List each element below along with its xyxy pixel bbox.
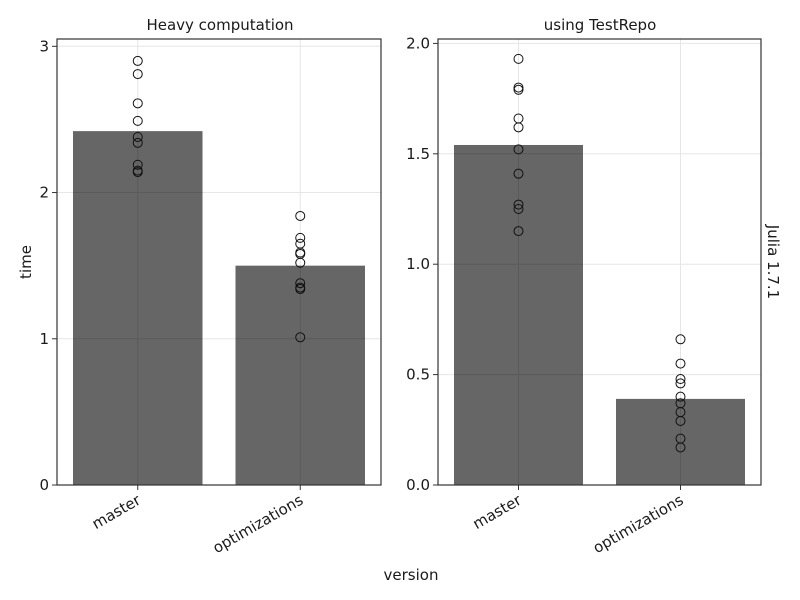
y-tick-label: 1.5 bbox=[406, 145, 430, 163]
panel-using-testrepo: using TestRepo 0.0 0.5 1.0 1.5 2.0 master opt… bbox=[406, 16, 762, 557]
y-tick-label: 3 bbox=[39, 37, 49, 55]
data-point bbox=[132, 115, 143, 126]
data-point bbox=[513, 168, 524, 179]
data-point bbox=[675, 374, 686, 385]
data-point bbox=[675, 391, 686, 402]
data-point bbox=[295, 284, 306, 295]
data-point bbox=[132, 137, 143, 148]
facet-label: Julia 1.7.1 bbox=[764, 224, 782, 299]
data-point bbox=[513, 226, 524, 237]
y-axis-label: time bbox=[17, 245, 35, 279]
x-ticks: master optimizations bbox=[89, 485, 306, 557]
data-point bbox=[513, 199, 524, 210]
data-point bbox=[513, 122, 524, 133]
data-point bbox=[132, 167, 143, 178]
data-point bbox=[513, 84, 524, 95]
data-point bbox=[513, 53, 524, 64]
data-point bbox=[675, 378, 686, 389]
data-point bbox=[675, 415, 686, 426]
data-points bbox=[513, 53, 686, 453]
data-point bbox=[295, 332, 306, 343]
panel-heavy-computation: Heavy computation 0 1 2 3 master optimizatio… bbox=[39, 16, 382, 557]
data-point bbox=[132, 98, 143, 109]
plot-frame bbox=[437, 38, 762, 486]
data-point bbox=[295, 210, 306, 221]
data-point bbox=[675, 442, 686, 453]
y-tick-label: 0 bbox=[39, 476, 49, 494]
bars bbox=[454, 144, 745, 485]
y-tick-label: 1.0 bbox=[406, 255, 430, 273]
data-point bbox=[295, 278, 306, 289]
data-point bbox=[675, 358, 686, 369]
plot-frame bbox=[56, 38, 382, 486]
data-point bbox=[295, 257, 306, 268]
x-tick-label: optimizations bbox=[590, 491, 687, 557]
x-tick-label: master bbox=[470, 490, 526, 532]
bars bbox=[73, 131, 365, 486]
data-point bbox=[513, 82, 524, 93]
y-tick-label: 2.0 bbox=[406, 34, 430, 52]
x-tick-label: master bbox=[89, 490, 145, 532]
y-tick-label: 0.5 bbox=[406, 366, 430, 384]
y-tick-label: 2 bbox=[39, 184, 49, 202]
data-point bbox=[295, 232, 306, 243]
data-points bbox=[132, 55, 306, 343]
data-point bbox=[132, 131, 143, 142]
x-axis-label: version bbox=[384, 566, 439, 584]
y-tick-label: 0.0 bbox=[406, 476, 430, 494]
panel-title: using TestRepo bbox=[544, 16, 657, 34]
data-point bbox=[513, 144, 524, 155]
data-point bbox=[675, 334, 686, 345]
data-point bbox=[132, 55, 143, 66]
data-point bbox=[513, 204, 524, 215]
data-point bbox=[132, 69, 143, 80]
x-tick-label: optimizations bbox=[210, 491, 307, 557]
y-ticks: 0 1 2 3 bbox=[39, 37, 57, 494]
y-ticks: 0.0 0.5 1.0 1.5 2.0 bbox=[406, 34, 438, 494]
y-tick-label: 1 bbox=[39, 330, 49, 348]
panel-title: Heavy computation bbox=[146, 16, 293, 34]
data-point bbox=[132, 159, 143, 170]
x-ticks: master optimizations bbox=[470, 485, 687, 557]
